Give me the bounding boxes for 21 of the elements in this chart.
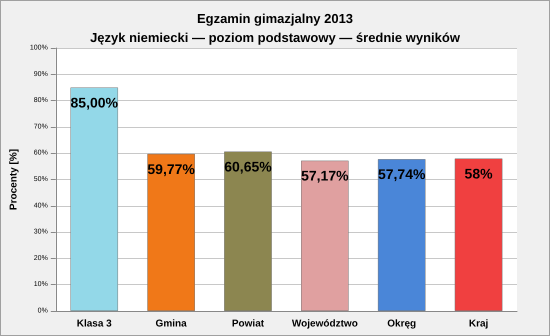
data-label: 58% [464,165,494,182]
x-tick-label: Gmina [156,318,188,330]
x-tick-label: Województwo [292,318,358,330]
x-tick-label: Okręg [387,318,416,330]
bar [147,154,195,311]
x-tick-label: Powiat [232,318,265,330]
chart-title: Egzamin gimazjalny 2013 [196,11,354,26]
data-label: 57,74% [378,166,426,182]
bar [70,87,118,311]
data-label: 57,17% [301,168,350,184]
x-tick-label: Kraj [468,318,489,330]
y-axis-title: Procenty [%] [8,148,20,210]
bar [224,151,272,311]
data-label: 60,65% [224,158,272,174]
bar [378,159,426,311]
bar [301,160,349,311]
data-label: 85,00% [70,94,119,110]
data-label: 59,77% [147,160,196,177]
x-tick-label: Klasa 3 [76,318,112,330]
chart-subtitle: Język niemiecki — poziom podstawowy — średnie wyników [90,30,461,45]
bar [454,158,502,311]
